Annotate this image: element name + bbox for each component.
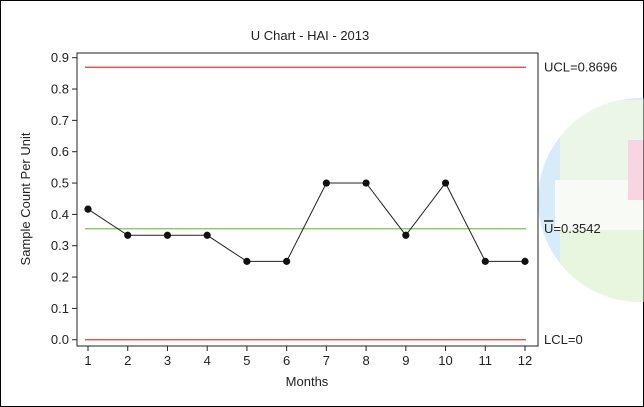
data-point (362, 179, 370, 187)
lcl-label: LCL=0 (544, 332, 583, 347)
series-line (87, 182, 525, 262)
x-tick-label: 9 (402, 353, 409, 368)
x-tick-label: 3 (164, 353, 171, 368)
x-tick-label: 4 (204, 353, 211, 368)
background-watermark (538, 98, 644, 302)
data-point (84, 205, 92, 213)
x-tick-label: 2 (124, 353, 131, 368)
ucl-label: UCL=0.8696 (544, 60, 617, 75)
x-tick-label: 11 (479, 353, 493, 368)
y-tick-label: 0.5 (51, 176, 69, 191)
y-tick-label: 0.4 (51, 207, 69, 222)
chart-title: U Chart - HAI - 2013 (251, 28, 370, 43)
data-point (243, 257, 251, 265)
x-tick-label: 8 (362, 353, 369, 368)
data-point (163, 231, 172, 239)
x-tick-label: 5 (243, 353, 250, 368)
y-tick-label: 0.6 (51, 144, 69, 159)
data-point (322, 179, 330, 187)
y-tick-label: 0.7 (51, 113, 69, 128)
y-tick-label: 0.0 (51, 332, 69, 347)
data-point (521, 257, 529, 265)
data-point (402, 231, 410, 239)
y-tick-label: 0.1 (51, 301, 69, 316)
x-axis-title: Months (286, 374, 329, 389)
y-tick-label: 0.8 (51, 82, 69, 97)
data-point (283, 257, 291, 265)
x-axis: 1 2 3 4 5 6 7 8 9 10 11 12 (84, 346, 532, 368)
data-series (84, 179, 529, 265)
center-label-symbol: U (544, 221, 553, 236)
control-limits (85, 66, 526, 341)
data-point (481, 257, 489, 265)
x-tick-label: 10 (438, 353, 452, 368)
y-axis: 0.0 0.1 0.2 0.3 0.4 0.5 0.6 0.7 0.8 0.9 (51, 50, 77, 347)
x-tick-label: 12 (518, 353, 532, 368)
data-point (203, 231, 211, 239)
y-tick-label: 0.2 (51, 270, 69, 285)
y-axis-title: Sample Count Per Unit (18, 132, 33, 265)
data-point (124, 231, 132, 239)
center-label: U=0.3542 (544, 221, 601, 236)
data-point (441, 179, 450, 187)
plot-area (76, 52, 539, 347)
x-tick-label: 6 (283, 353, 290, 368)
y-tick-label: 0.3 (51, 238, 69, 253)
x-tick-label: 1 (84, 353, 91, 368)
y-tick-label: 0.9 (51, 50, 69, 65)
control-limit-labels: UCL=0.8696 U=0.3542 LCL=0 (544, 60, 617, 347)
x-tick-label: 7 (323, 353, 330, 368)
center-label-value: =0.3542 (553, 221, 600, 236)
